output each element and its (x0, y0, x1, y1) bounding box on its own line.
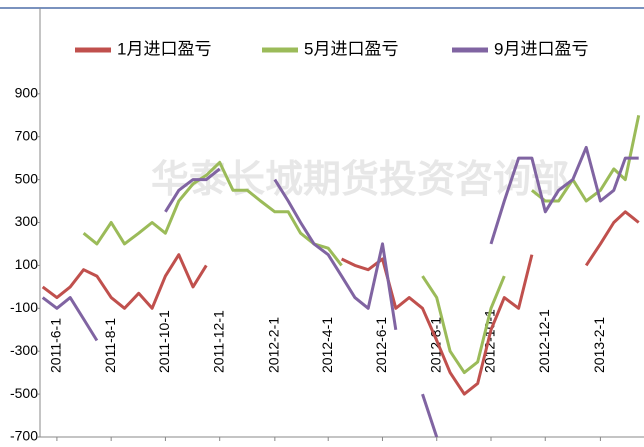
legend-label: 1月进口盈亏 (117, 39, 211, 58)
y-tick-label: -100 (10, 299, 38, 315)
y-tick-label: 900 (15, 85, 39, 101)
x-tick-label: 2011-8-1 (102, 318, 118, 373)
legend-label: 9月进口盈亏 (494, 39, 588, 58)
x-tick-label: 2012-4-1 (319, 317, 335, 373)
y-tick-label: -300 (10, 342, 38, 358)
x-tick-label: 2012-6-1 (373, 317, 389, 373)
x-tick-label: 2012-12-1 (536, 309, 552, 373)
y-tick-label: -500 (10, 385, 38, 401)
series-line (41, 145, 639, 438)
legend: 1月进口盈亏 5月进口盈亏 9月进口盈亏 (75, 39, 588, 58)
x-tick-label: 2011-10-1 (156, 310, 172, 373)
x-tick-label: 2013-2-1 (591, 317, 607, 373)
y-tick-label: -700 (10, 428, 38, 444)
legend-label: 5月进口盈亏 (304, 39, 398, 58)
series-line (82, 114, 641, 375)
series-line (41, 210, 640, 396)
x-tick-label: 2011-6-1 (48, 318, 64, 373)
x-tick-label: 2011-12-1 (210, 310, 226, 373)
y-tick-label: 700 (15, 127, 39, 143)
y-tick-label: 500 (15, 170, 39, 186)
y-tick-label: 300 (15, 213, 39, 229)
x-tick-label: 2012-2-1 (266, 317, 282, 373)
y-tick-label: 100 (15, 256, 39, 272)
